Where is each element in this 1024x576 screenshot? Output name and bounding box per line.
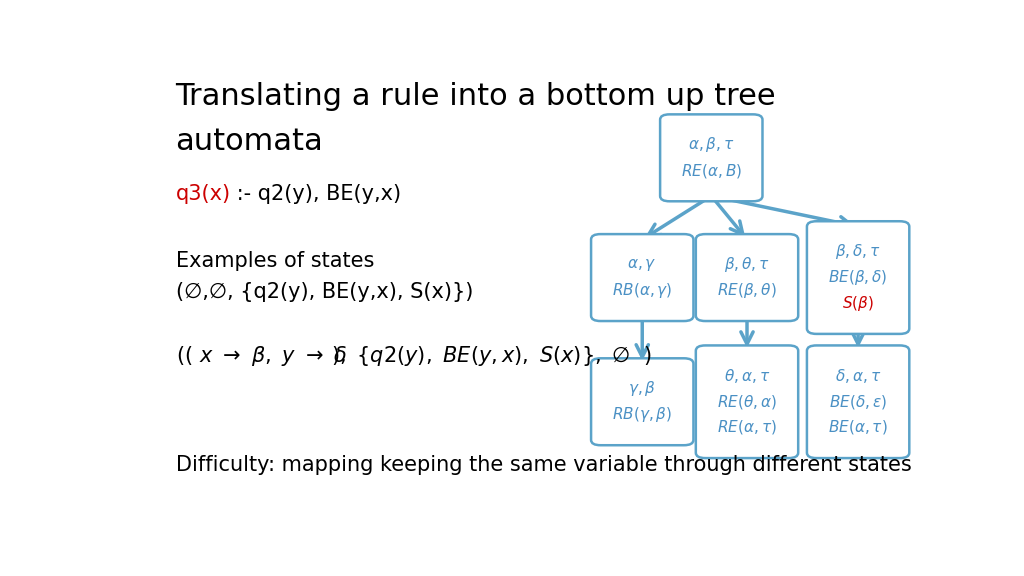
Text: $\mathit{β, δ, τ}$: $\mathit{β, δ, τ}$ — [836, 242, 881, 262]
FancyBboxPatch shape — [807, 221, 909, 334]
Text: q3(x): q3(x) — [176, 184, 230, 204]
Text: $\mathit{RB(α, γ)}$: $\mathit{RB(α, γ)}$ — [612, 281, 673, 300]
Text: $\mathit{RE(α, τ)}$: $\mathit{RE(α, τ)}$ — [717, 419, 777, 437]
FancyBboxPatch shape — [591, 358, 693, 445]
Text: $x\ \rightarrow\ \beta,\ y\ \rightarrow\ \delta$: $x\ \rightarrow\ \beta,\ y\ \rightarrow\… — [200, 344, 347, 368]
Text: $\mathit{BE(α, τ)}$: $\mathit{BE(α, τ)}$ — [828, 419, 888, 437]
Text: $\mathit{RE(θ, α)}$: $\mathit{RE(θ, α)}$ — [717, 393, 777, 411]
Text: :- q2(y), BE(y,x): :- q2(y), BE(y,x) — [229, 184, 400, 204]
Text: $\mathit{RE(α, B)}$: $\mathit{RE(α, B)}$ — [681, 162, 741, 180]
Text: $\mathit{β, θ, τ}$: $\mathit{β, θ, τ}$ — [724, 255, 770, 274]
Text: Translating a rule into a bottom up tree: Translating a rule into a bottom up tree — [176, 82, 776, 111]
Text: $\mathit{α, β, τ}$: $\mathit{α, β, τ}$ — [688, 135, 734, 154]
Text: $\mathit{BE(δ, ε)}$: $\mathit{BE(δ, ε)}$ — [829, 393, 887, 411]
Text: $\mathit{RB(γ, β)}$: $\mathit{RB(γ, β)}$ — [612, 405, 673, 424]
Text: $\mathit{RE(β, θ)}$: $\mathit{RE(β, θ)}$ — [717, 281, 777, 300]
FancyBboxPatch shape — [660, 115, 763, 201]
Text: Difficulty: mapping keeping the same variable through different states: Difficulty: mapping keeping the same var… — [176, 455, 911, 475]
Text: automata: automata — [176, 127, 324, 156]
Text: $\mathit{γ, β}$: $\mathit{γ, β}$ — [628, 380, 656, 399]
Text: $\mathit{BE(β, δ)}$: $\mathit{BE(β, δ)}$ — [828, 268, 888, 287]
Text: $\mathit{δ, α, τ}$: $\mathit{δ, α, τ}$ — [835, 367, 882, 385]
Text: Examples of states: Examples of states — [176, 251, 374, 271]
Text: $(($: $(($ — [176, 344, 193, 367]
Text: $\mathit{α, γ}$: $\mathit{α, γ}$ — [628, 257, 657, 272]
FancyBboxPatch shape — [696, 346, 798, 458]
FancyBboxPatch shape — [591, 234, 693, 321]
Text: $\mathit{θ, α, τ}$: $\mathit{θ, α, τ}$ — [724, 367, 770, 385]
Text: (∅,∅, {q2(y), BE(y,x), S(x)}): (∅,∅, {q2(y), BE(y,x), S(x)}) — [176, 282, 473, 302]
Text: $\mathit{S(β)}$: $\mathit{S(β)}$ — [842, 294, 874, 313]
FancyBboxPatch shape — [696, 234, 798, 321]
FancyBboxPatch shape — [807, 346, 909, 458]
Text: $),\ \{q2(y),\ BE(y,x),\ S(x)\},\ \varnothing\ \ )$: $),\ \{q2(y),\ BE(y,x),\ S(x)\},\ \varno… — [331, 344, 652, 368]
